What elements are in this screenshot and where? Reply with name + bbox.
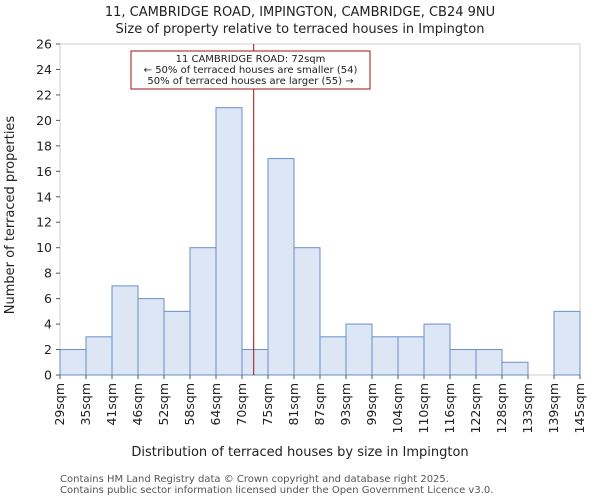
annotation-line-2: ← 50% of terraced houses are smaller (54…: [144, 65, 358, 76]
x-tick-label: 87sqm: [312, 383, 327, 426]
x-tick-label: 139sqm: [546, 383, 561, 433]
bar-41sqm: [111, 285, 139, 376]
y-tick-label: 8: [44, 266, 52, 281]
x-tick-label: 145sqm: [572, 383, 587, 433]
x-tick-label: 35sqm: [78, 383, 93, 426]
x-tick-label: 133sqm: [520, 383, 535, 433]
y-tick-label: 2: [44, 342, 52, 357]
x-tick-label: 110sqm: [416, 383, 431, 433]
y-tick-label: 20: [36, 113, 52, 128]
bar-29sqm: [59, 349, 87, 376]
bar-81sqm: [293, 247, 321, 376]
y-tick-label: 6: [44, 291, 52, 306]
bar-128sqm: [501, 361, 529, 376]
x-tick-label: 128sqm: [494, 383, 509, 433]
bars: [59, 107, 581, 376]
bar-52sqm: [163, 310, 191, 376]
x-tick-label: 99sqm: [364, 383, 379, 426]
y-tick-label: 12: [36, 215, 52, 230]
x-tick-label: 122sqm: [468, 383, 483, 433]
x-tick-label: 93sqm: [338, 383, 353, 426]
x-tick-label: 41sqm: [104, 383, 119, 426]
x-tick-label: 58sqm: [182, 383, 197, 426]
annotation-line-1: 11 CAMBRIDGE ROAD: 72sqm: [176, 54, 326, 65]
footer-line-1: Contains HM Land Registry data © Crown c…: [60, 474, 449, 485]
y-tick-label: 26: [36, 37, 52, 52]
bar-64sqm: [215, 107, 243, 376]
y-tick-label: 10: [36, 240, 52, 255]
y-tick-label: 14: [36, 189, 52, 204]
bar-35sqm: [85, 336, 113, 376]
footer-line-2: Contains public sector information licen…: [60, 485, 493, 496]
x-tick-label: 29sqm: [52, 383, 67, 426]
bar-110sqm: [423, 323, 451, 376]
x-tick-label: 104sqm: [390, 383, 405, 433]
x-tick-label: 116sqm: [442, 383, 457, 433]
chart-subtitle: Size of property relative to terraced ho…: [116, 22, 485, 37]
y-tick-label: 16: [36, 164, 52, 179]
x-tick-label: 81sqm: [286, 383, 301, 426]
x-tick-label: 64sqm: [208, 383, 223, 426]
x-axis-label: Distribution of terraced houses by size …: [131, 445, 468, 460]
bar-139sqm: [553, 310, 581, 376]
bar-93sqm: [345, 323, 373, 376]
bar-116sqm: [449, 349, 477, 376]
y-tick-label: 0: [44, 368, 52, 383]
bar-70sqm: [241, 349, 269, 376]
chart-title: 11, CAMBRIDGE ROAD, IMPINGTON, CAMBRIDGE…: [105, 5, 495, 20]
bar-75sqm: [267, 158, 295, 376]
bar-58sqm: [189, 247, 217, 376]
x-axis-ticks: 29sqm 35sqm 41sqm 46sqm 52sqm 58sqm 64sqm 70sqm…: [52, 375, 587, 433]
bar-46sqm: [137, 298, 165, 376]
bar-99sqm: [371, 336, 399, 376]
annotation-line-3: 50% of terraced houses are larger (55) →: [147, 76, 353, 87]
y-tick-label: 4: [44, 317, 52, 332]
y-tick-label: 24: [36, 62, 52, 77]
y-axis-label: Number of terraced properties: [3, 116, 18, 315]
bar-104sqm: [397, 336, 425, 376]
bar-87sqm: [319, 336, 347, 376]
bar-122sqm: [475, 349, 503, 376]
y-tick-label: 18: [36, 138, 52, 153]
y-tick-label: 22: [36, 87, 52, 102]
annotation-frame: [130, 50, 371, 90]
x-tick-label: 70sqm: [234, 383, 249, 426]
x-tick-label: 52sqm: [156, 383, 171, 426]
annotation-box: 11 CAMBRIDGE ROAD: 72sqm ← 50% of terrac…: [130, 50, 371, 90]
x-tick-label: 46sqm: [130, 383, 145, 426]
x-tick-label: 75sqm: [260, 383, 275, 426]
